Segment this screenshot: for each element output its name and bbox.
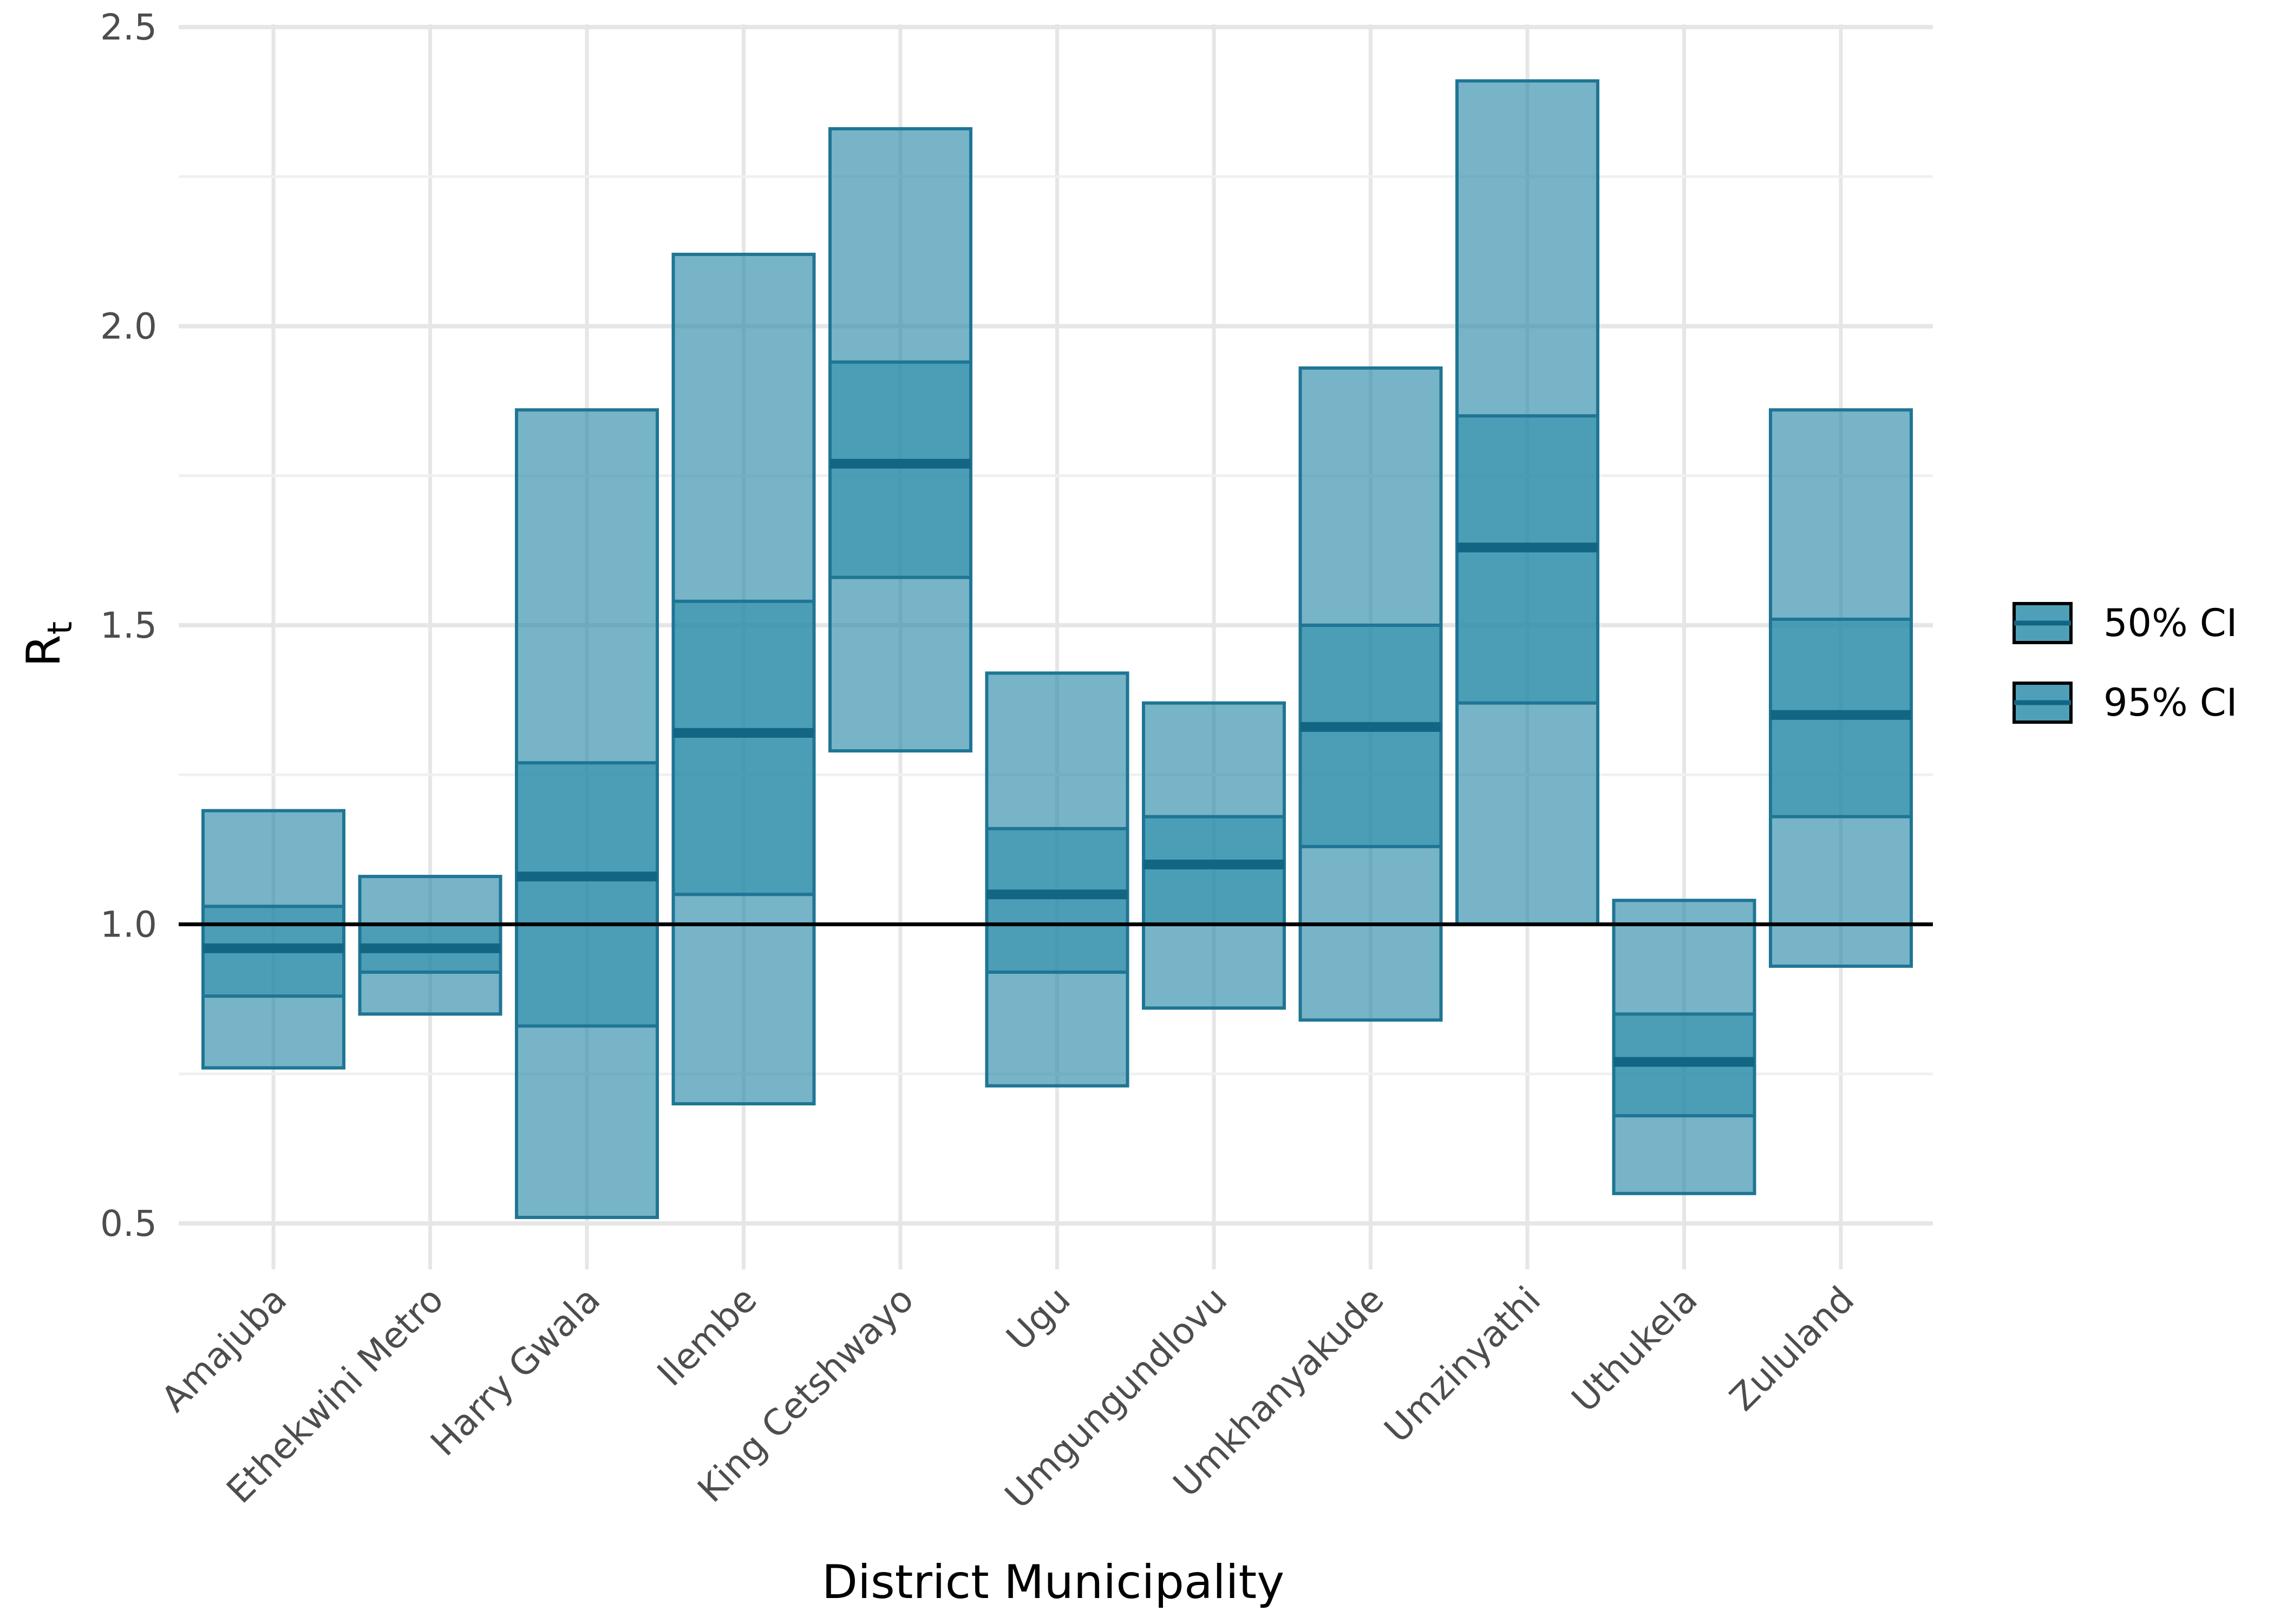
x-axis-title: District Municipality xyxy=(822,1555,1284,1609)
category-interval xyxy=(1142,701,1286,1010)
y-axis-tick-labels: 0.5 1.0 1.5 2.0 2.5 xyxy=(100,6,157,1245)
category-interval xyxy=(671,252,816,1105)
x-tick-label: Zululand xyxy=(1722,1279,1862,1419)
x-tick-label: Uthukela xyxy=(1564,1279,1706,1420)
category-interval xyxy=(201,809,345,1070)
legend-item-95: 95% CI xyxy=(2012,680,2237,725)
category-interval xyxy=(828,127,972,753)
category-interval xyxy=(1612,899,1756,1195)
y-tick-label: 0.5 xyxy=(100,1203,157,1245)
x-tick-label: Harry Gwala xyxy=(423,1279,609,1464)
category-interval xyxy=(1298,366,1443,1022)
ci50-band xyxy=(1298,624,1443,848)
ci50-band xyxy=(985,827,1129,974)
category-interval xyxy=(515,408,659,1219)
interval-bands xyxy=(201,79,1913,1219)
y-axis-title-main: R xyxy=(17,634,71,667)
ci50-band xyxy=(828,360,972,579)
x-tick-label: Amajuba xyxy=(153,1279,295,1420)
y-tick-label: 1.5 xyxy=(100,605,157,646)
x-tick-label: Umzinyathi xyxy=(1376,1279,1548,1451)
category-interval xyxy=(1455,79,1599,926)
ci50-band xyxy=(1455,414,1599,705)
legend: 50% CI 95% CI xyxy=(2012,601,2237,725)
ci50-band xyxy=(1142,815,1286,926)
category-interval xyxy=(358,875,502,1016)
y-tick-label: 1.0 xyxy=(100,904,157,946)
x-tick-label: Ilembe xyxy=(649,1279,765,1394)
y-axis-title-subscript: t xyxy=(40,621,80,634)
category-interval xyxy=(1769,408,1913,968)
legend-label-50: 50% CI xyxy=(2103,601,2237,645)
y-tick-label: 2.0 xyxy=(100,306,157,348)
x-tick-label: Ugu xyxy=(998,1279,1079,1359)
legend-item-50: 50% CI xyxy=(2012,601,2237,645)
ci50-band xyxy=(671,599,816,896)
category-interval xyxy=(985,671,1129,1088)
y-axis-title: Rt xyxy=(17,621,80,667)
ci50-band xyxy=(515,761,659,1028)
y-tick-label: 2.5 xyxy=(100,6,157,48)
legend-label-95: 95% CI xyxy=(2103,680,2237,725)
